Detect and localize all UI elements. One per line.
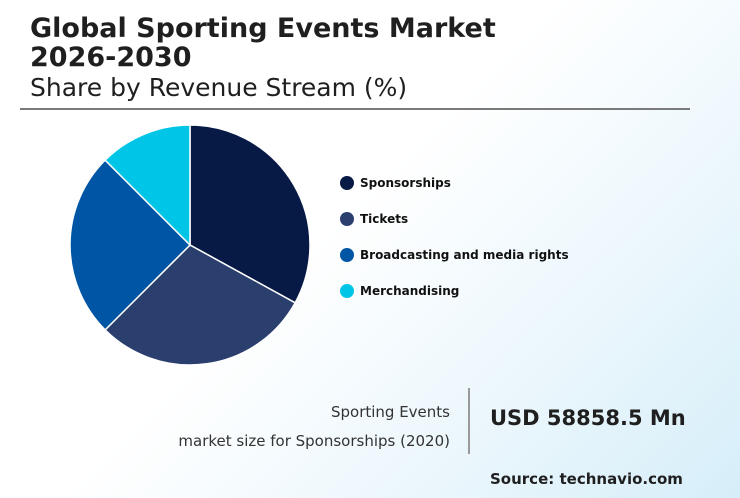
stat-divider	[468, 388, 470, 454]
legend-swatch-broadcasting	[340, 248, 354, 262]
pie-slice-sponsorships	[189, 124, 311, 304]
legend-item-broadcasting: Broadcasting and media rights	[340, 244, 569, 266]
market-size-caption: Sporting Events market size for Sponsors…	[178, 398, 450, 456]
pie-slice-tickets	[104, 244, 297, 366]
legend-label-merchandising: Merchandising	[360, 284, 460, 298]
market-size-caption-line1: Sporting Events	[330, 403, 450, 421]
legend-item-merchandising: Merchandising	[340, 280, 569, 302]
pie-slice-merchandising	[104, 124, 191, 247]
chart-title: Global Sporting Events Market 2026-2030	[30, 13, 496, 73]
legend-label-broadcasting: Broadcasting and media rights	[360, 248, 569, 262]
header-divider	[20, 108, 690, 110]
legend-label-tickets: Tickets	[360, 212, 409, 226]
market-size-caption-line2: market size for Sponsorships (2020)	[178, 432, 450, 450]
legend-swatch-tickets	[340, 212, 354, 226]
pie-slice-broadcasting	[69, 159, 192, 331]
source-credit: Source: technavio.com	[490, 470, 683, 488]
chart-legend: Sponsorships Tickets Broadcasting and me…	[340, 172, 569, 316]
legend-item-tickets: Tickets	[340, 208, 569, 230]
legend-swatch-merchandising	[340, 284, 354, 298]
legend-label-sponsorships: Sponsorships	[360, 176, 451, 190]
legend-swatch-sponsorships	[340, 176, 354, 190]
market-size-value: USD 58858.5 Mn	[490, 406, 686, 430]
pie-slices	[69, 124, 311, 366]
legend-item-sponsorships: Sponsorships	[340, 172, 569, 194]
chart-subtitle: Share by Revenue Stream (%)	[30, 73, 408, 102]
